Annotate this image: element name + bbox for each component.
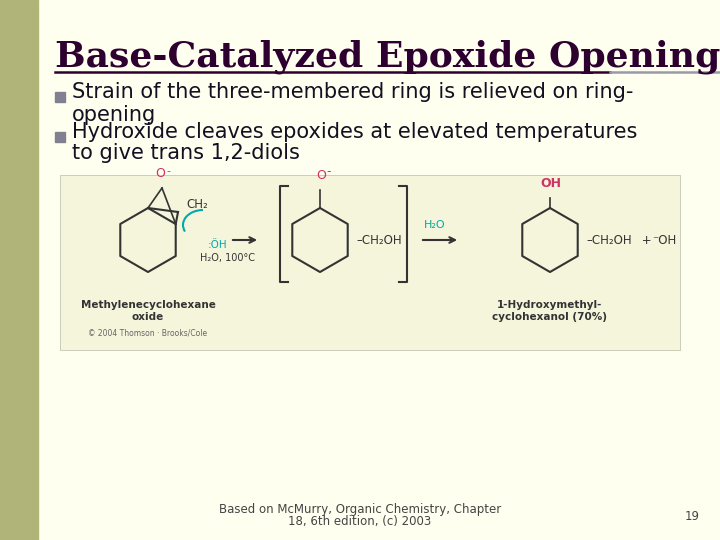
Text: Base-Catalyzed Epoxide Opening: Base-Catalyzed Epoxide Opening bbox=[55, 40, 720, 75]
Text: –CH₂OH: –CH₂OH bbox=[586, 233, 631, 246]
Text: 1-Hydroxymethyl-
cyclohexanol (70%): 1-Hydroxymethyl- cyclohexanol (70%) bbox=[492, 300, 608, 322]
Text: +: + bbox=[638, 233, 655, 246]
Bar bbox=[55, 132, 65, 142]
Text: Methylenecyclohexane
oxide: Methylenecyclohexane oxide bbox=[81, 300, 215, 322]
Text: 18, 6th edition, (c) 2003: 18, 6th edition, (c) 2003 bbox=[289, 516, 431, 529]
Text: Based on McMurry, Organic Chemistry, Chapter: Based on McMurry, Organic Chemistry, Cha… bbox=[219, 503, 501, 516]
Text: Hydroxide cleaves epoxides at elevated temperatures: Hydroxide cleaves epoxides at elevated t… bbox=[72, 122, 637, 142]
Text: –CH₂OH: –CH₂OH bbox=[356, 233, 402, 246]
Text: -: - bbox=[166, 166, 170, 176]
Text: O: O bbox=[155, 167, 165, 180]
Bar bbox=[60, 175, 680, 350]
Text: opening: opening bbox=[72, 105, 156, 125]
Text: H₂O: H₂O bbox=[424, 220, 446, 230]
Text: © 2004 Thomson · Brooks/Cole: © 2004 Thomson · Brooks/Cole bbox=[89, 329, 207, 338]
Text: O: O bbox=[316, 169, 326, 182]
Text: 19: 19 bbox=[685, 510, 700, 523]
Bar bbox=[55, 92, 65, 102]
Text: :ÖH: :ÖH bbox=[208, 240, 228, 250]
Text: -: - bbox=[327, 165, 331, 178]
Text: ⁻OH: ⁻OH bbox=[652, 233, 676, 246]
Text: H₂O, 100°C: H₂O, 100°C bbox=[200, 253, 255, 263]
Text: to give trans 1,2-diols: to give trans 1,2-diols bbox=[72, 143, 300, 163]
Text: OH: OH bbox=[541, 177, 562, 190]
Text: Strain of the three-membered ring is relieved on ring-: Strain of the three-membered ring is rel… bbox=[72, 82, 634, 102]
Bar bbox=[0, 0, 38, 540]
Text: CH₂: CH₂ bbox=[186, 198, 208, 211]
